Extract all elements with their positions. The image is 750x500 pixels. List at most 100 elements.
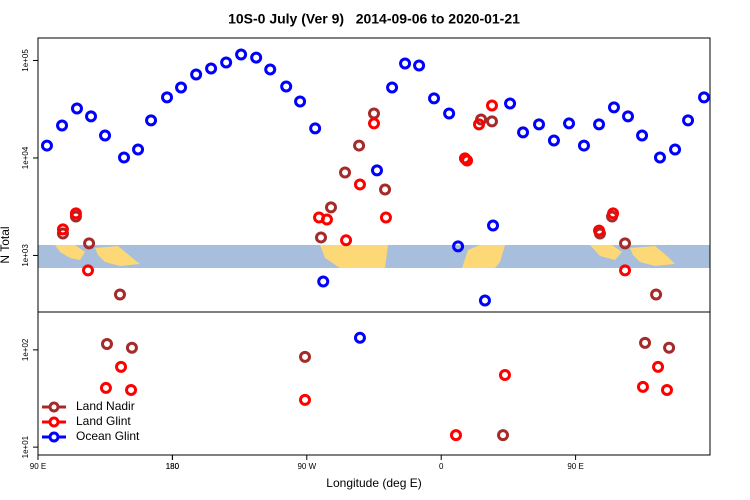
x-tick-label: 90 E xyxy=(567,462,583,471)
point xyxy=(593,118,606,131)
point xyxy=(622,110,635,123)
legend-label: Ocean Glint xyxy=(76,429,140,443)
point xyxy=(478,294,491,307)
point xyxy=(56,227,69,240)
point xyxy=(125,341,138,354)
point xyxy=(682,114,695,127)
point xyxy=(205,62,218,75)
point xyxy=(113,288,126,301)
point xyxy=(115,360,128,373)
point xyxy=(607,207,620,220)
point xyxy=(299,350,312,363)
point xyxy=(175,81,188,94)
x-tick-label: 0 xyxy=(439,462,444,471)
point xyxy=(353,331,366,344)
x-tick-label: 90 E xyxy=(30,462,46,471)
point xyxy=(235,48,248,61)
legend-marker xyxy=(48,401,60,413)
point xyxy=(517,126,530,139)
point xyxy=(317,275,330,288)
point xyxy=(533,118,546,131)
point xyxy=(264,63,277,76)
point xyxy=(386,81,399,94)
y-tick-label: 1e+01 xyxy=(21,435,30,458)
point xyxy=(56,223,69,236)
point xyxy=(487,219,500,232)
point xyxy=(379,211,392,224)
point xyxy=(353,139,366,152)
point xyxy=(370,164,383,177)
point xyxy=(413,59,426,72)
point xyxy=(294,95,307,108)
x-tick-label: 90 W xyxy=(297,462,316,471)
point xyxy=(339,166,352,179)
chart-title: 10S-0 July (Ver 9) 2014-09-06 to 2020-01… xyxy=(228,11,520,27)
point xyxy=(547,134,560,147)
point xyxy=(132,143,145,156)
point xyxy=(607,101,620,114)
point xyxy=(82,264,95,277)
point xyxy=(619,237,632,250)
point xyxy=(593,224,606,237)
point xyxy=(118,151,131,164)
point xyxy=(85,110,98,123)
point xyxy=(353,178,366,191)
legend-label: Land Nadir xyxy=(76,399,135,413)
point xyxy=(125,383,138,396)
point xyxy=(636,380,649,393)
point xyxy=(190,68,203,81)
point xyxy=(299,393,312,406)
panel-frame xyxy=(37,311,711,456)
point xyxy=(56,119,69,132)
legend-marker xyxy=(48,431,60,443)
point xyxy=(161,91,174,104)
point xyxy=(652,360,665,373)
point xyxy=(669,143,682,156)
point xyxy=(379,183,392,196)
point xyxy=(99,129,112,142)
point xyxy=(504,97,517,110)
x-tick-label: 180 xyxy=(166,462,180,471)
point xyxy=(452,240,465,253)
point xyxy=(636,129,649,142)
point xyxy=(368,117,380,130)
point xyxy=(320,213,333,226)
point xyxy=(250,51,263,64)
point xyxy=(698,91,711,104)
point xyxy=(280,80,293,93)
x-axis-label: Longitude (deg E) xyxy=(326,476,421,490)
point xyxy=(472,118,485,131)
point xyxy=(650,288,663,301)
point xyxy=(485,115,498,128)
x-tick-label: 180 xyxy=(166,462,180,471)
legend-marker xyxy=(48,416,60,428)
point xyxy=(83,237,96,250)
point xyxy=(498,368,511,381)
legend-label: Land Glint xyxy=(76,414,131,428)
point xyxy=(220,56,233,69)
y-tick-label: 1e+04 xyxy=(21,146,30,169)
y-tick-label: 1e+02 xyxy=(21,338,30,361)
point xyxy=(340,234,353,247)
y-tick-label: 1e+05 xyxy=(21,49,30,72)
y-tick-label: 1e+03 xyxy=(21,244,30,267)
point xyxy=(309,122,322,135)
point xyxy=(314,231,327,244)
y-axis-label: N Total xyxy=(0,226,12,263)
point xyxy=(497,429,510,442)
point xyxy=(399,57,412,70)
point xyxy=(660,383,673,396)
point xyxy=(461,154,474,167)
point xyxy=(577,139,590,152)
point xyxy=(69,207,82,220)
point xyxy=(485,99,498,112)
point xyxy=(145,114,158,127)
point xyxy=(428,92,441,105)
point xyxy=(449,429,462,442)
point xyxy=(619,264,632,277)
point xyxy=(100,337,113,350)
point xyxy=(99,381,112,394)
point xyxy=(40,139,53,152)
point xyxy=(70,102,83,115)
